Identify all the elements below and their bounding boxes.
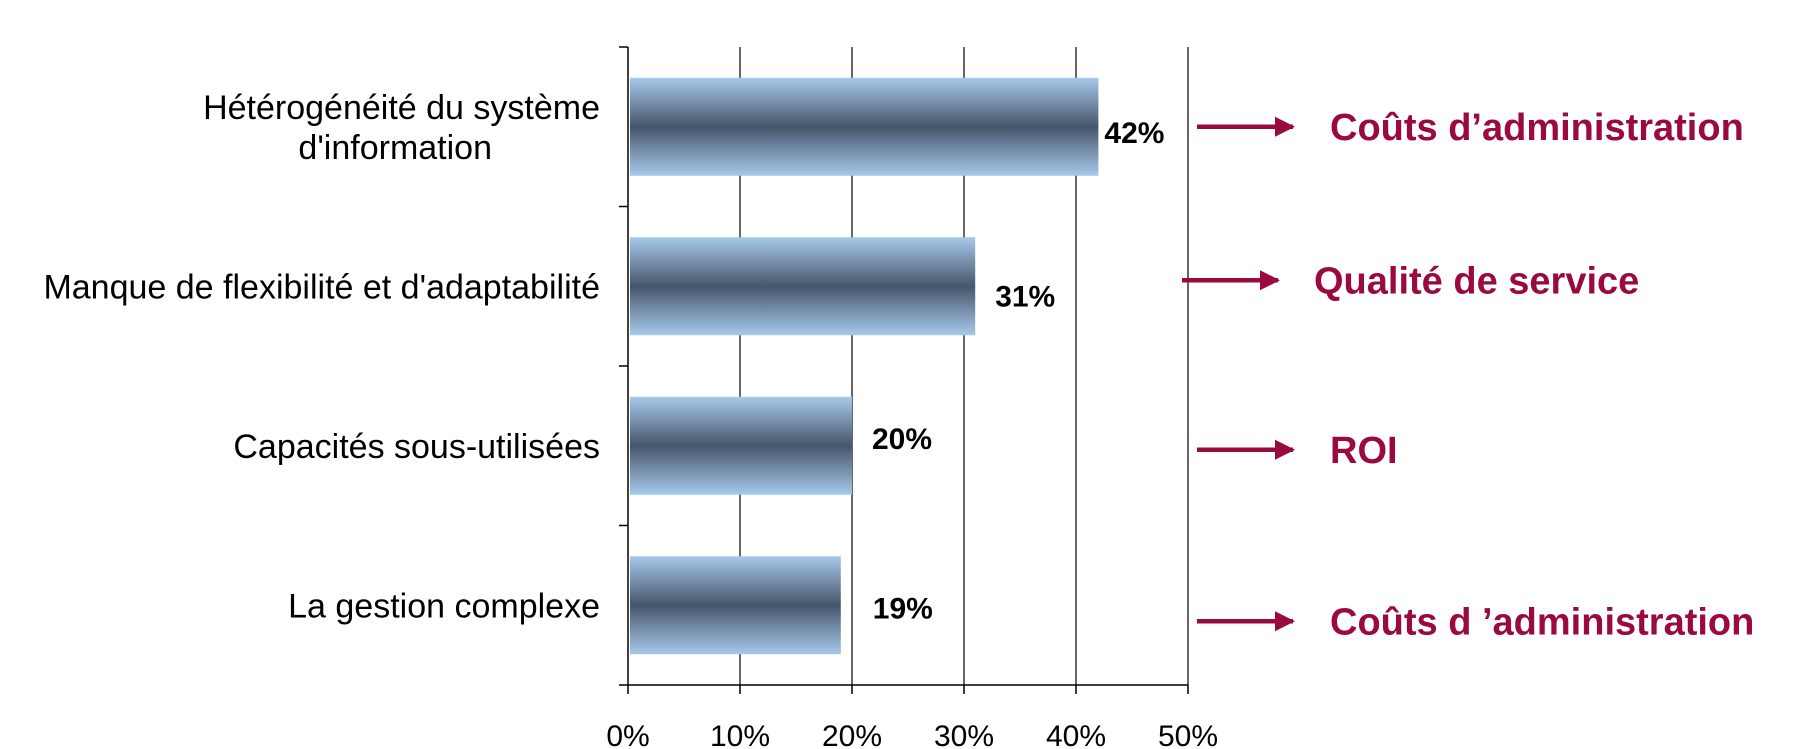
category-label: d'information	[298, 129, 492, 167]
annotation-label: ROI	[1330, 430, 1398, 472]
x-tick-label: 10%	[710, 720, 770, 749]
bar	[630, 237, 976, 336]
x-tick-label: 40%	[1046, 720, 1106, 749]
category-label: La gestion complexe	[288, 587, 600, 625]
bar	[630, 77, 1099, 176]
category-label: Manque de flexibilité et d'adaptabilité	[43, 268, 600, 306]
annotations: Coûts d’administration Qualité de service…	[1182, 107, 1754, 643]
data-label: 20%	[872, 423, 932, 456]
category-label: Capacités sous-utilisées	[233, 428, 600, 466]
data-label: 31%	[995, 280, 1055, 313]
data-label: 42%	[1104, 117, 1164, 150]
x-tick-label: 50%	[1158, 720, 1218, 749]
data-label: 19%	[873, 592, 933, 625]
annotation-label: Coûts d’administration	[1330, 107, 1744, 149]
annotation-label: Coûts d ’administration	[1330, 601, 1754, 643]
axes	[619, 46, 1189, 694]
x-tick-label: 20%	[822, 720, 882, 749]
bar	[630, 396, 852, 495]
bars	[630, 77, 1099, 655]
annotation-label: Qualité de service	[1314, 260, 1639, 302]
labels: 0% 10% 20% 30% 40% 50% Hétérogénéité du systèm…	[43, 89, 1218, 749]
x-tick-label: 0%	[606, 720, 649, 749]
bar	[630, 556, 841, 655]
category-label: Hétérogénéité du système	[203, 89, 600, 127]
x-tick-label: 30%	[934, 720, 994, 749]
